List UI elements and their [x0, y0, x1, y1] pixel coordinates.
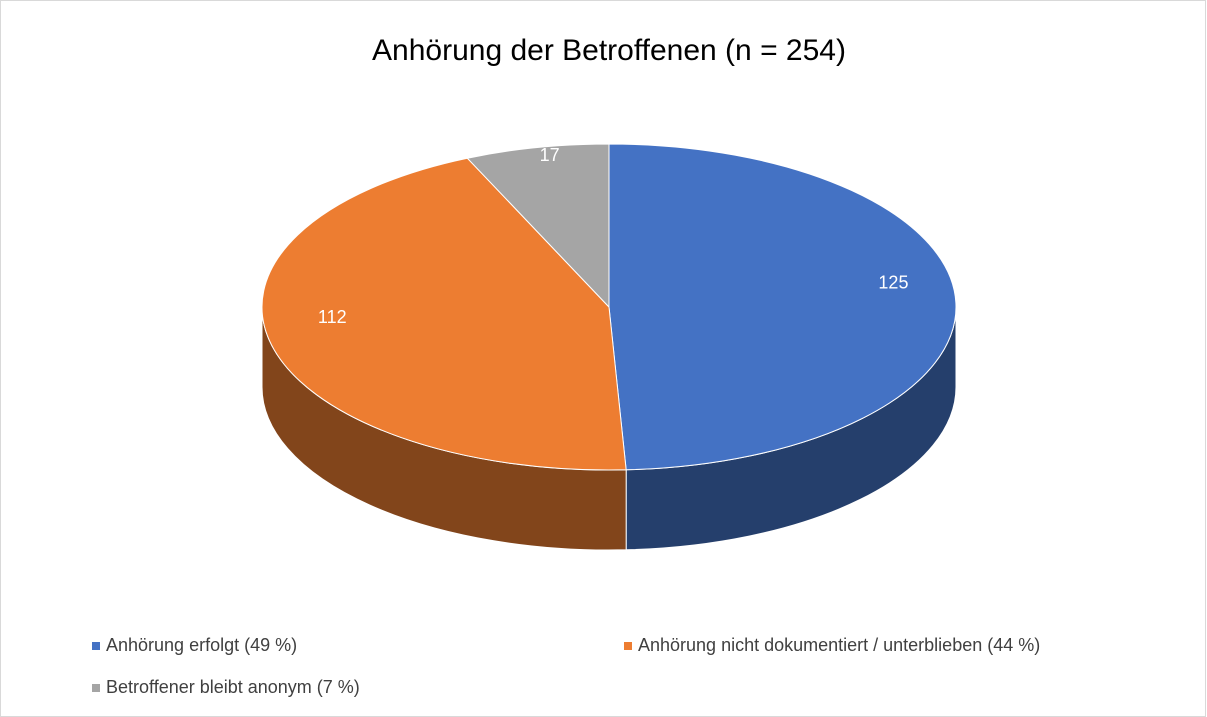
legend-label: Betroffener bleibt anonym (7 %) — [106, 677, 360, 697]
legend-label: Anhörung nicht dokumentiert / unterblieb… — [638, 635, 1040, 655]
data-label: 17 — [540, 145, 560, 165]
legend-swatch — [92, 684, 100, 692]
data-label: 112 — [318, 307, 347, 327]
legend-swatch — [624, 642, 632, 650]
data-label: 125 — [878, 272, 908, 292]
legend-label: Anhörung erfolgt (49 %) — [106, 635, 297, 655]
slice — [608, 143, 957, 471]
chart-title: Anhörung der Betroffenen (n = 254) — [372, 34, 846, 67]
slice — [261, 157, 627, 471]
slice — [466, 143, 610, 309]
legend-swatch — [92, 642, 100, 650]
